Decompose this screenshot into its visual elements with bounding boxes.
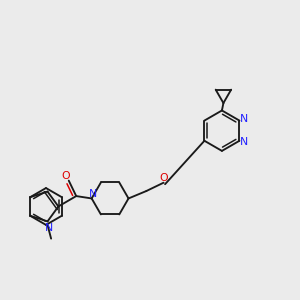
Text: N: N [239, 114, 248, 124]
Text: O: O [61, 172, 70, 182]
Text: O: O [160, 173, 169, 183]
Text: N: N [45, 223, 53, 233]
Text: N: N [239, 137, 248, 147]
Text: N: N [89, 189, 97, 199]
